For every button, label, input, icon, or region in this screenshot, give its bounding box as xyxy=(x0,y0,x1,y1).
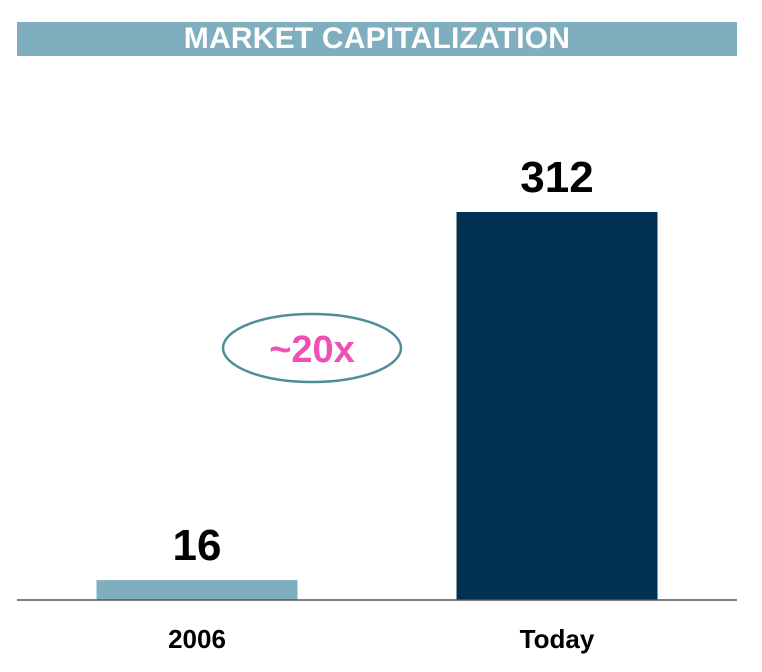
callout-ellipse xyxy=(221,312,403,384)
data-label-2006: 16 xyxy=(173,521,222,570)
growth-callout: ~20x xyxy=(221,312,403,384)
x-tick-label-today: Today xyxy=(520,624,595,654)
bars-layer: 16 2006 312 Today xyxy=(96,153,658,654)
data-label-today: 312 xyxy=(520,153,593,202)
bar-today xyxy=(456,212,658,600)
x-tick-label-2006: 2006 xyxy=(168,624,226,654)
chart-title-bar: MARKET CAPITALIZATION xyxy=(17,22,737,56)
callout-label: ~20x xyxy=(269,329,355,371)
bar-2006 xyxy=(96,580,298,600)
chart-title: MARKET CAPITALIZATION xyxy=(183,22,571,55)
